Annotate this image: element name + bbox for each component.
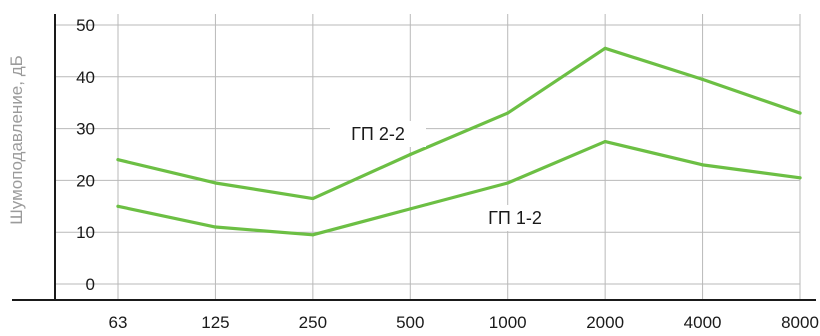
x-tick-label: 500 (396, 313, 424, 332)
data-point (116, 204, 120, 208)
y-tick-label: 20 (76, 171, 95, 190)
data-point (116, 158, 120, 162)
data-point (311, 196, 315, 201)
tick-labels: 50 40 30 20 10 0 63 125 250 500 1000 2000 4000 8000 ГП… (76, 16, 819, 332)
x-tick-label: 4000 (684, 313, 722, 332)
series-line (116, 46, 802, 201)
data-point (213, 225, 218, 229)
x-tick-label: 125 (201, 313, 229, 332)
data-point (700, 163, 705, 167)
data-point (700, 77, 705, 81)
series-group (116, 46, 802, 237)
axes (12, 14, 816, 301)
x-tick-label: 1000 (489, 313, 527, 332)
data-point (408, 207, 412, 211)
data-point (213, 181, 218, 185)
y-tick-label: 40 (76, 68, 95, 87)
series-label-background (330, 121, 426, 147)
y-tick-label: 30 (76, 120, 95, 139)
x-tick-label: 63 (109, 313, 128, 332)
data-point (798, 111, 802, 115)
data-point (506, 111, 510, 115)
x-tick-label: 250 (299, 313, 327, 332)
grid (55, 14, 801, 300)
data-point (506, 181, 510, 185)
y-axis-title: Шумоподавление, дБ (7, 55, 26, 225)
data-point (603, 46, 607, 50)
series-label-background (467, 205, 563, 231)
x-tick-label: 2000 (586, 313, 624, 332)
data-point (798, 176, 802, 180)
series-line (116, 139, 802, 237)
x-tick-label: 8000 (781, 313, 819, 332)
y-tick-label: 50 (76, 16, 95, 35)
data-point (408, 152, 412, 157)
data-point (311, 233, 315, 237)
series-label: ГП 2-2 (351, 124, 405, 144)
series-label: ГП 1-2 (488, 208, 542, 228)
y-tick-label: 10 (76, 223, 95, 242)
y-tick-label: 0 (86, 275, 95, 294)
data-point (603, 139, 607, 144)
